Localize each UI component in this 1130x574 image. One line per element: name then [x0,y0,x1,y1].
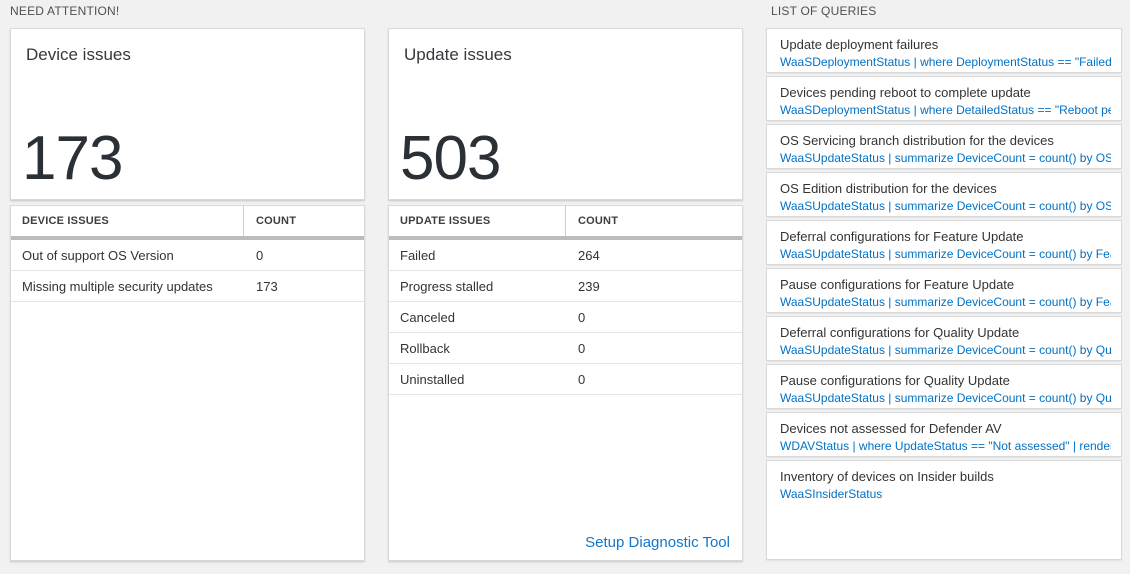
query-code-link[interactable]: WaaSInsiderStatus [780,487,883,501]
issue-count: 239 [578,278,600,294]
issue-count: 0 [578,371,586,387]
header-separator-bar [389,236,742,240]
table-row[interactable]: Missing multiple security updates 173 [11,271,364,302]
setup-diagnostic-tool-link[interactable]: Setup Diagnostic Tool [585,534,730,551]
issue-label: Uninstalled [400,371,465,387]
query-title: Deferral configurations for Feature Upda… [780,229,1024,244]
issue-label: Canceled [400,309,455,325]
list-of-queries-section-label: LIST OF QUERIES [771,4,877,18]
query-list-item[interactable]: Deferral configurations for Quality Upda… [766,316,1122,361]
query-title: OS Edition distribution for the devices [780,181,997,196]
query-code-link[interactable]: WaaSUpdateStatus | summarize DeviceCount… [780,391,1111,405]
table-row[interactable]: Failed 264 [389,240,742,271]
query-code-link[interactable]: WDAVStatus | where UpdateStatus == "Not … [780,439,1111,453]
table-row[interactable]: Uninstalled 0 [389,364,742,395]
query-code-link[interactable]: WaaSDeploymentStatus | where DeploymentS… [780,55,1111,69]
device-issues-column-header[interactable]: DEVICE ISSUES [11,206,244,236]
query-title: Devices not assessed for Defender AV [780,421,1002,436]
table-row[interactable]: Out of support OS Version 0 [11,240,364,271]
query-list-item[interactable]: Devices not assessed for Defender AV WDAV… [766,412,1122,457]
header-separator-bar [11,236,364,240]
device-issues-rows: Out of support OS Version 0 Missing multip… [11,240,364,302]
table-row[interactable]: Canceled 0 [389,302,742,333]
query-list-item[interactable]: Deferral configurations for Feature Upda… [766,220,1122,265]
device-issues-table-header: DEVICE ISSUES COUNT [11,206,364,236]
issue-label: Rollback [400,340,450,356]
count-column-header[interactable]: COUNT [256,215,297,227]
query-list-item[interactable]: Update deployment failures WaaSDeployment… [766,28,1122,73]
query-list-item[interactable]: Pause configurations for Quality Update W… [766,364,1122,409]
query-list-item[interactable]: Pause configurations for Feature Update W… [766,268,1122,313]
query-code-link[interactable]: WaaSUpdateStatus | summarize DeviceCount… [780,343,1111,357]
issue-count: 173 [256,278,278,294]
query-list-item[interactable]: Devices pending reboot to complete updat… [766,76,1122,121]
query-title: Update deployment failures [780,37,939,52]
device-issues-title: Device issues [26,45,131,64]
query-code-link[interactable]: WaaSUpdateStatus | summarize DeviceCount… [780,151,1111,165]
query-list-item[interactable]: OS Edition distribution for the devices W… [766,172,1122,217]
issue-count: 264 [578,247,600,263]
table-row[interactable]: Progress stalled 239 [389,271,742,302]
query-list-item[interactable]: Inventory of devices on Insider builds Wa… [766,460,1122,560]
update-issues-rows: Failed 264 Progress stalled 239 Canceled 0 Rol… [389,240,742,395]
query-title: Pause configurations for Feature Update [780,277,1015,292]
query-list-item[interactable]: OS Servicing branch distribution for the… [766,124,1122,169]
update-issues-table-card: UPDATE ISSUES COUNT Failed 264 Progress st… [388,205,743,561]
query-code-link[interactable]: WaaSUpdateStatus | summarize DeviceCount… [780,295,1111,309]
update-issues-summary-card[interactable]: Update issues 503 [388,28,743,200]
query-title: Pause configurations for Quality Update [780,373,1010,388]
issue-label: Progress stalled [400,278,494,294]
update-issues-title: Update issues [404,45,512,64]
update-issues-table-header: UPDATE ISSUES COUNT [389,206,742,236]
device-issues-count: 173 [22,124,123,193]
issue-count: 0 [578,340,586,356]
issue-count: 0 [578,309,586,325]
query-title: Inventory of devices on Insider builds [780,469,994,484]
query-title: OS Servicing branch distribution for the… [780,133,1054,148]
query-code-link[interactable]: WaaSDeploymentStatus | where DetailedSta… [780,103,1111,117]
issue-label: Out of support OS Version [22,247,174,263]
query-code-link[interactable]: WaaSUpdateStatus | summarize DeviceCount… [780,199,1111,213]
device-issues-table-card: DEVICE ISSUES COUNT Out of support OS Ve… [10,205,365,561]
issue-count: 0 [256,247,264,263]
query-title: Devices pending reboot to complete updat… [780,85,1031,100]
update-issues-column-header[interactable]: UPDATE ISSUES [389,206,566,236]
query-code-link[interactable]: WaaSUpdateStatus | summarize DeviceCount… [780,247,1111,261]
table-row[interactable]: Rollback 0 [389,333,742,364]
need-attention-section-label: NEED ATTENTION! [10,4,120,18]
device-issues-summary-card[interactable]: Device issues 173 [10,28,365,200]
query-title: Deferral configurations for Quality Upda… [780,325,1020,340]
update-issues-count: 503 [400,124,501,193]
issue-label: Failed [400,247,436,263]
count-column-header[interactable]: COUNT [578,215,619,227]
queries-list: Update deployment failures WaaSDeployment… [766,28,1122,560]
issue-label: Missing multiple security updates [22,278,213,294]
